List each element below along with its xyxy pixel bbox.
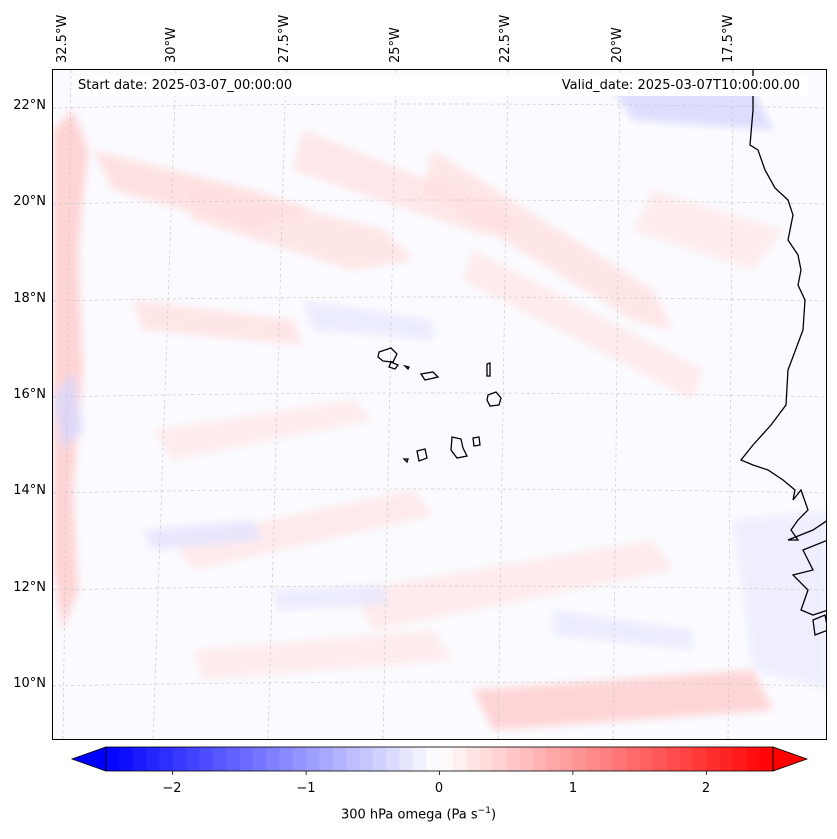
colorbar-cell: [719, 747, 734, 771]
colorbar-label-exponent: −1: [477, 806, 491, 816]
colorbar-cell: [479, 747, 494, 771]
colorbar-cell: [212, 747, 227, 771]
colorbar-cell: [559, 747, 574, 771]
colorbar-cell: [306, 747, 321, 771]
lat-label-12n: 12°N: [13, 580, 46, 595]
valid-date-label: Valid_date: 2025-03-07T10:00:00.00: [561, 78, 800, 93]
colorbar-cell: [452, 747, 467, 771]
colorbar-extend-high: [772, 746, 809, 772]
colorbar-label-main: 300 hPa omega (Pa s: [340, 807, 478, 823]
lat-label-10n: 10°N: [13, 676, 46, 691]
colorbar-cell: [146, 747, 160, 771]
colorbar-cell: [106, 747, 120, 771]
lat-label-16n: 16°N: [13, 387, 46, 402]
omega-field-shading: [53, 90, 826, 730]
colorbar-cell: [626, 747, 641, 771]
colorbar-cell: [612, 747, 627, 771]
colorbar-cell: [706, 747, 721, 771]
colorbar-extend-low: [70, 746, 107, 772]
colorbar-cell: [652, 747, 667, 771]
colorbar-label: 300 hPa omega (Pa s−1): [0, 806, 837, 822]
colorbar-tick-label: 0: [434, 781, 444, 796]
colorbar-cell: [186, 747, 200, 771]
omega-field-map: [53, 70, 826, 739]
start-date-label: Start date: 2025-03-07_00:00:00: [78, 78, 293, 93]
colorbar-cell: [692, 747, 707, 771]
colorbar-cell: [572, 747, 587, 771]
colorbar-cell: [746, 747, 761, 771]
colorbar-cell: [492, 747, 507, 771]
colorbar-cell: [532, 747, 547, 771]
colorbar-cell: [759, 747, 774, 771]
coastline: [377, 70, 826, 636]
colorbar-cells: [106, 747, 774, 771]
lat-label-18n: 18°N: [13, 291, 46, 306]
colorbar-cell: [279, 747, 294, 771]
colorbar-cell: [439, 747, 454, 771]
colorbar-cell: [319, 747, 334, 771]
colorbar-cell: [239, 747, 254, 771]
colorbar-cell: [639, 747, 654, 771]
graticule: [53, 70, 826, 739]
colorbar-cell: [666, 747, 681, 771]
colorbar-cell: [386, 747, 401, 771]
map-panel: [52, 69, 827, 740]
colorbar-cell: [506, 747, 521, 771]
colorbar: [70, 746, 809, 775]
colorbar-label-close: ): [490, 807, 497, 823]
colorbar-tick-label: 1: [568, 781, 578, 796]
colorbar-cell: [426, 747, 441, 771]
colorbar-cell: [119, 747, 134, 771]
colorbar-cell: [519, 747, 534, 771]
colorbar-cell: [359, 747, 374, 771]
colorbar-cell: [346, 747, 361, 771]
colorbar-cell: [399, 747, 414, 771]
colorbar-tick-label: −2: [162, 781, 182, 796]
colorbar-cell: [252, 747, 267, 771]
lat-label-20n: 20°N: [13, 194, 46, 209]
colorbar-tick-label: 2: [701, 781, 711, 796]
colorbar-cell: [332, 747, 347, 771]
colorbar-cell: [546, 747, 561, 771]
colorbar-cell: [132, 747, 147, 771]
colorbar-cell: [732, 747, 747, 771]
info-strip: [72, 76, 807, 96]
colorbar-cell: [226, 747, 240, 771]
colorbar-cell: [586, 747, 601, 771]
colorbar-cell: [159, 747, 174, 771]
colorbar-tick-label: −1: [296, 781, 316, 796]
colorbar-ticks: [172, 771, 707, 775]
colorbar-cell: [172, 747, 187, 771]
colorbar-cell: [679, 747, 694, 771]
lat-label-22n: 22°N: [13, 98, 46, 113]
colorbar-cell: [599, 747, 614, 771]
colorbar-cell: [199, 747, 214, 771]
colorbar-cell: [412, 747, 427, 771]
colorbar-cell: [372, 747, 387, 771]
lat-label-14n: 14°N: [13, 483, 46, 498]
colorbar-cell: [466, 747, 481, 771]
colorbar-cell: [292, 747, 307, 771]
colorbar-cell: [266, 747, 281, 771]
